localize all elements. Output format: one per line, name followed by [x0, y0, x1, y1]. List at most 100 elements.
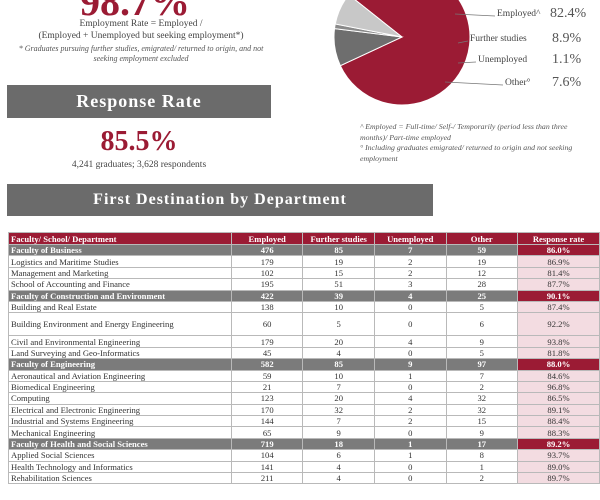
cell-response-rate: 87.7% [517, 278, 600, 291]
cell-employed: 60 [230, 312, 304, 337]
column-header-employed: Employed [230, 232, 304, 245]
cell-response-rate: 89.1% [517, 403, 600, 417]
cell-employed: 141 [230, 460, 304, 474]
cell-response-rate: 86.0% [517, 243, 600, 257]
cell-unemployed: 0 [373, 300, 447, 314]
pie-slice-employed [339, 0, 471, 106]
cell-other: 97 [445, 358, 519, 371]
cell-further-studies: 4 [302, 472, 375, 485]
employment-rate-note: * Graduates pursuing further studies, em… [18, 44, 264, 63]
pie-slice-other [334, 0, 403, 38]
column-header-other: Other [445, 232, 519, 245]
cell-other: 15 [445, 415, 519, 428]
cell-response-rate: 88.3% [517, 426, 600, 439]
cell-employed: 65 [230, 426, 304, 439]
cell-further-studies: 20 [302, 392, 375, 405]
cell-department-name: Civil and Environmental Engineering [8, 335, 232, 348]
table-row: Health Technology and Informatics 141 4 0 1 8… [8, 460, 600, 474]
cell-further-studies: 15 [302, 266, 375, 280]
table-row: Land Surveying and Geo-Informatics 45 4 0 5 8… [8, 346, 600, 360]
first-destination-heading: First Destination by Department [7, 184, 433, 216]
cell-response-rate: 93.8% [517, 335, 600, 348]
cell-employed: 476 [230, 243, 304, 257]
cell-department-name: Land Surveying and Geo-Informatics [8, 346, 232, 360]
cell-other: 6 [445, 312, 519, 337]
cell-unemployed: 4 [373, 335, 447, 348]
cell-unemployed: 0 [373, 380, 447, 394]
cell-department-name: Computing [8, 392, 232, 405]
cell-employed: 582 [230, 358, 304, 371]
cell-unemployed: 3 [373, 278, 447, 291]
column-header-unemployed: Unemployed [373, 232, 447, 245]
cell-unemployed: 1 [373, 449, 447, 462]
cell-department-name: Electrical and Electronic Engineering [8, 403, 232, 417]
cell-department-name: Building Environment and Energy Engineer… [8, 312, 232, 337]
cell-response-rate: 88.4% [517, 415, 600, 428]
employment-rate-definition: Employment Rate = Employed / (Employed +… [6, 18, 276, 42]
cell-further-studies: 4 [302, 346, 375, 360]
cell-response-rate: 86.5% [517, 392, 600, 405]
cell-unemployed: 2 [373, 415, 447, 428]
cell-department-name: Health Technology and Informatics [8, 460, 232, 474]
pie-label-other: Other° [505, 78, 531, 88]
response-rate-heading: Response Rate [7, 85, 271, 118]
cell-department-name: Faculty of Business [8, 243, 232, 257]
cell-further-studies: 7 [302, 380, 375, 394]
cell-department-name: Faculty of Construction and Environment [8, 289, 232, 302]
cell-further-studies: 39 [302, 289, 375, 302]
cell-further-studies: 4 [302, 460, 375, 474]
cell-other: 5 [445, 300, 519, 314]
column-header-response-rate: Response rate [517, 232, 600, 245]
column-header-further-studies: Further studies [302, 232, 375, 245]
cell-response-rate: 90.1% [517, 289, 600, 302]
response-rate-subtitle: 4,241 graduates; 3,628 respondents [71, 160, 207, 170]
cell-unemployed: 0 [373, 346, 447, 360]
employment-definition-line2: (Employed + Unemployed but seeking emplo… [38, 31, 244, 41]
cell-employed: 144 [230, 415, 304, 428]
table-row: Applied Social Sciences 104 6 1 8 93.7% [8, 449, 600, 462]
response-rate-value: 85.5% [100, 126, 178, 157]
cell-department-name: School of Accounting and Finance [8, 278, 232, 291]
cell-other: 28 [445, 278, 519, 291]
cell-other: 17 [445, 437, 519, 451]
table-row: School of Accounting and Finance 195 51 3 28… [8, 278, 600, 291]
cell-other: 19 [445, 255, 519, 268]
cell-response-rate: 89.2% [517, 437, 600, 451]
cell-other: 9 [445, 426, 519, 439]
cell-unemployed: 2 [373, 255, 447, 268]
cell-further-studies: 9 [302, 426, 375, 439]
cell-other: 2 [445, 380, 519, 394]
cell-response-rate: 86.9% [517, 255, 600, 268]
cell-other: 5 [445, 346, 519, 360]
cell-unemployed: 4 [373, 289, 447, 302]
cell-response-rate: 92.2% [517, 312, 600, 337]
cell-response-rate: 81.8% [517, 346, 600, 360]
cell-employed: 195 [230, 278, 304, 291]
cell-employed: 170 [230, 403, 304, 417]
pie-pct-unemployed: 1.1% [552, 52, 582, 67]
cell-further-studies: 10 [302, 369, 375, 382]
cell-employed: 59 [230, 369, 304, 382]
cell-response-rate: 89.7% [517, 472, 600, 485]
cell-employed: 211 [230, 472, 304, 485]
cell-department-name: Industrial and Systems Engineering [8, 415, 232, 428]
pie-label-further-studies: Further studies [470, 34, 527, 44]
cell-unemployed: 0 [373, 472, 447, 485]
cell-unemployed: 0 [373, 312, 447, 337]
cell-response-rate: 93.7% [517, 449, 600, 462]
cell-unemployed: 2 [373, 403, 447, 417]
cell-department-name: Applied Social Sciences [8, 449, 232, 462]
cell-department-name: Rehabilitation Sciences [8, 472, 232, 485]
cell-employed: 123 [230, 392, 304, 405]
pie-footnotes: ^ Employed = Full-time/ Self-/ Temporari… [360, 122, 590, 164]
cell-other: 32 [445, 392, 519, 405]
cell-unemployed: 1 [373, 369, 447, 382]
cell-further-studies: 6 [302, 449, 375, 462]
cell-response-rate: 81.4% [517, 266, 600, 280]
cell-department-name: Logistics and Maritime Studies [8, 255, 232, 268]
cell-unemployed: 9 [373, 358, 447, 371]
table-row: Industrial and Systems Engineering 144 7 2 1… [8, 415, 600, 428]
pie-footnote-employed: ^ Employed = Full-time/ Self-/ Temporari… [360, 122, 568, 142]
pie-label-unemployed: Unemployed [478, 55, 528, 65]
table-row: Civil and Environmental Engineering 179 20… [8, 335, 600, 348]
